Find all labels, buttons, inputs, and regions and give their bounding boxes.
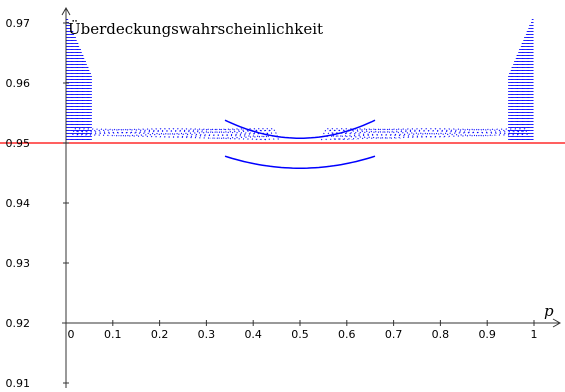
coverage-arc <box>462 128 471 137</box>
coverage-arc <box>212 128 225 139</box>
x-tick-label: 0.5 <box>291 328 309 341</box>
coverage-arc <box>453 128 463 137</box>
coverage-arc <box>466 128 476 137</box>
x-tick-label: 0 <box>68 328 75 341</box>
coverage-arc <box>98 128 106 136</box>
y-tick-label: 0.97 <box>6 17 31 30</box>
coverage-arc <box>457 128 467 137</box>
coverage-arc <box>503 128 511 136</box>
coverage-center-curve <box>224 119 376 139</box>
coverage-arc <box>203 128 216 139</box>
coverage-arc <box>407 128 419 139</box>
x-tick-label: 0.2 <box>151 328 169 341</box>
coverage-arc <box>89 128 97 136</box>
y-tick-label: 0.94 <box>6 197 31 210</box>
coverage-arc <box>177 128 188 138</box>
coverage-arc <box>521 128 528 136</box>
coverage-arc <box>164 128 175 138</box>
x-tick-label: 0.7 <box>385 328 403 341</box>
coverage-arc <box>129 128 138 137</box>
coverage-arc <box>133 128 143 137</box>
coverage-arc <box>330 128 344 141</box>
coverage-arc <box>116 128 124 137</box>
coverage-arc <box>146 128 156 138</box>
coverage-arc <box>155 128 166 138</box>
x-tick-label: 0.3 <box>198 328 216 341</box>
coverage-arc <box>398 128 410 139</box>
x-tick-group: 0 0.1 0.2 0.3 0.4 0.5 0.6 0.7 0.8 0.9 1 <box>65 320 538 341</box>
coverage-arc <box>421 128 432 138</box>
y-axis-label: Überdeckungswahrscheinlichkeit <box>68 20 323 38</box>
coverage-arc <box>412 128 423 138</box>
coverage-arc <box>348 128 362 140</box>
coverage-arc <box>242 128 257 140</box>
y-tick-group: 0.91 0.92 0.93 0.94 0.95 0.96 0.97 <box>6 17 69 390</box>
coverage-arc <box>81 128 88 136</box>
coverage-arc <box>380 128 393 139</box>
x-axis-label: p <box>544 302 554 320</box>
coverage-arc <box>111 128 120 137</box>
coverage-arc <box>439 128 449 138</box>
x-tick-label: 0.1 <box>104 328 122 341</box>
coverage-center-curve <box>224 155 376 169</box>
coverage-arc <box>489 128 498 136</box>
coverage-arc <box>264 128 279 141</box>
coverage-arc <box>430 128 441 138</box>
x-axis-arrow <box>552 318 562 328</box>
coverage-arc <box>190 128 202 139</box>
x-tick-label: 0.6 <box>338 328 356 341</box>
y-tick-label: 0.92 <box>6 317 31 330</box>
coverage-arc <box>238 128 252 140</box>
y-tick-label: 0.95 <box>6 137 31 150</box>
coverage-arc <box>186 128 197 139</box>
coverage-arc <box>85 128 93 136</box>
y-axis-arrow <box>61 6 71 16</box>
coverage-arc <box>393 128 406 139</box>
coverage-arc <box>321 128 336 141</box>
coverage-arc <box>168 128 179 138</box>
coverage-arc <box>194 128 207 139</box>
coverage-arc <box>517 128 524 136</box>
coverage-arc <box>159 128 170 138</box>
coverage-arc <box>207 128 220 139</box>
coverage-arc <box>124 128 134 137</box>
coverage-arc <box>172 128 184 138</box>
coverage-arc <box>221 128 234 140</box>
coverage-arc <box>403 128 414 139</box>
coverage-curves <box>66 17 534 169</box>
coverage-arc <box>94 128 102 136</box>
coverage-arc <box>325 128 340 141</box>
coverage-arc <box>102 128 111 136</box>
coverage-arc <box>416 128 428 138</box>
coverage-arc <box>120 128 129 137</box>
coverage-arc <box>343 128 358 140</box>
coverage-arc <box>137 128 147 137</box>
x-tick-label: 0.9 <box>478 328 496 341</box>
coverage-arc <box>480 128 489 137</box>
coverage-arc <box>494 128 502 136</box>
coverage-arc <box>389 128 401 139</box>
coverage-arc <box>485 128 493 137</box>
coverage-arc <box>498 128 506 136</box>
x-tick-label: 1 <box>531 328 538 341</box>
x-tick-label: 0.4 <box>244 328 262 341</box>
coverage-arc <box>425 128 436 138</box>
coverage-arc <box>107 128 115 137</box>
y-tick-label: 0.96 <box>6 77 31 90</box>
coverage-arc <box>216 128 229 139</box>
coverage-arc <box>507 128 515 136</box>
coverage-arc <box>181 128 193 139</box>
y-tick-label: 0.93 <box>6 257 31 270</box>
coverage-arc <box>199 128 211 139</box>
x-tick-label: 0.8 <box>432 328 450 341</box>
y-tick-label: 0.91 <box>6 377 31 390</box>
coverage-arc <box>151 128 161 138</box>
coverage-arc <box>339 128 353 140</box>
coverage-arc <box>471 128 480 137</box>
coverage-arc <box>72 128 79 136</box>
coverage-arc <box>76 128 83 136</box>
coverage-arc <box>512 128 519 136</box>
coverage-arc <box>434 128 445 138</box>
